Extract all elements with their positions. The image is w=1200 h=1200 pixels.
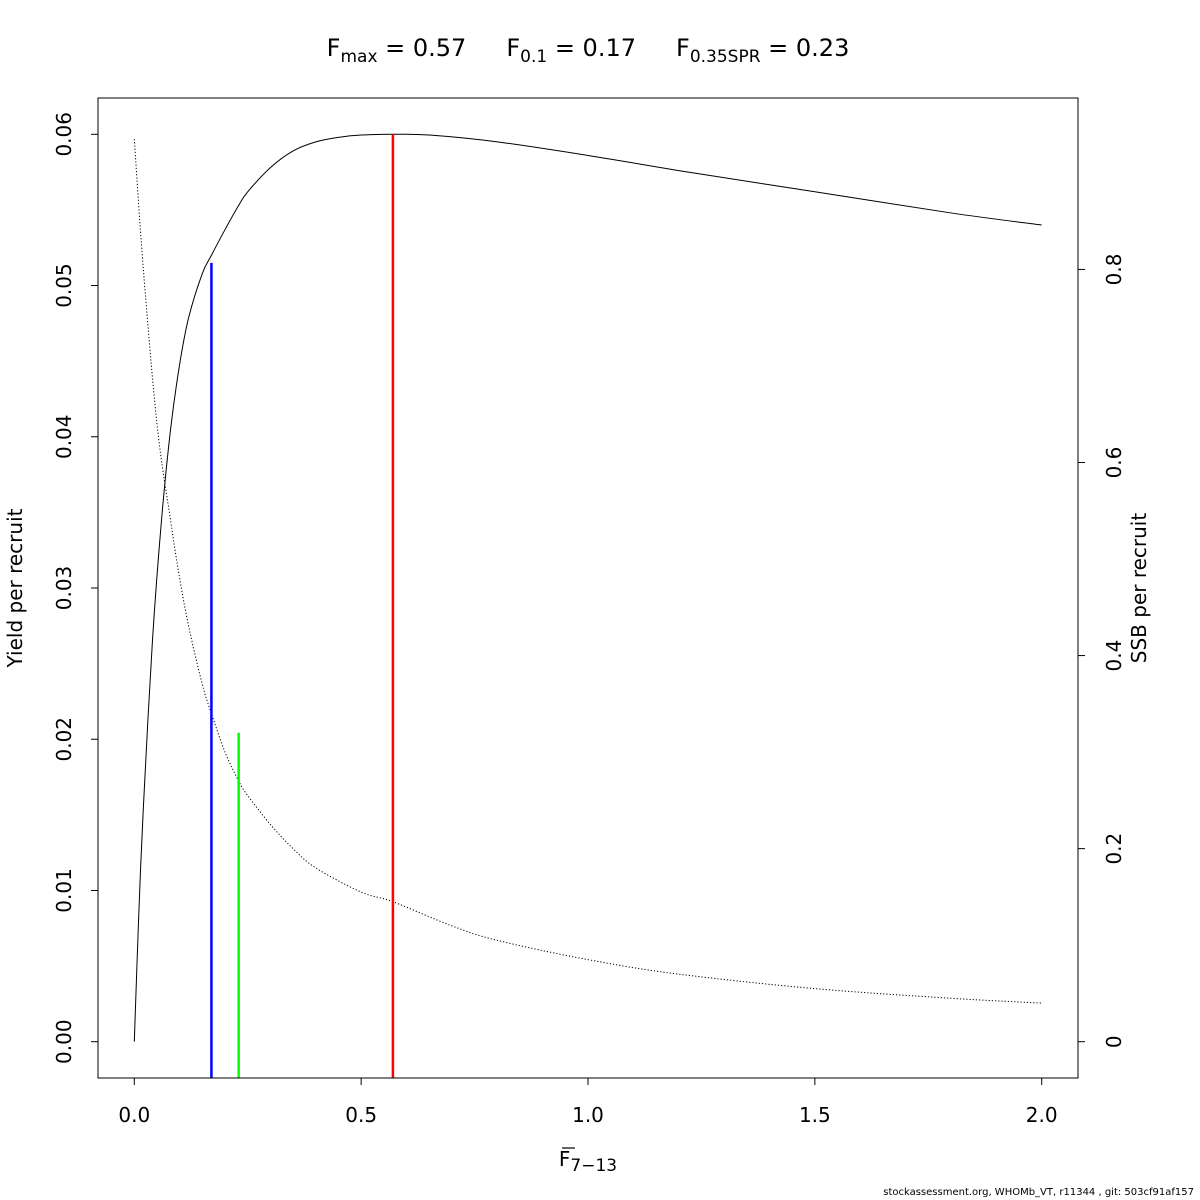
y-axis-left-label: Yield per recruit: [3, 508, 27, 668]
y-left-tick-label: 0.04: [52, 414, 76, 459]
title-symbol: F: [676, 34, 690, 62]
x-axis-label-text: F7−13: [559, 1147, 617, 1176]
y-left-tick-label: 0.05: [52, 263, 76, 308]
plot-frame: [97, 97, 1079, 1079]
series-group: [133, 133, 1042, 1042]
y-axis-left: 0.00 0.01 0.02 0.03 0.04 0.05 0.06: [52, 112, 99, 1064]
y-left-tick-label: 0.03: [52, 566, 76, 611]
title-subscript: max: [340, 47, 377, 67]
y-right-tick-label: 0.4: [1102, 640, 1126, 672]
title-symbol: F: [327, 34, 341, 62]
ssb-per-recruit-line: [133, 139, 1042, 1004]
x-axis: 0.0 0.5 1.0 1.5 2.0: [118, 1077, 1058, 1127]
footer-note: stockassessment.org, WHOMb_VT, r11344 , …: [883, 1187, 1194, 1198]
x-tick-label: 0.0: [118, 1103, 150, 1127]
y-right-tick-label: 0: [1102, 1035, 1126, 1048]
y-right-tick-label: 0.2: [1102, 833, 1126, 865]
x-tick-label: 1.0: [572, 1103, 604, 1127]
x-tick-label: 0.5: [345, 1103, 377, 1127]
x-label-symbol: F: [559, 1147, 571, 1171]
yield-per-recruit-line: [133, 133, 1042, 1042]
y-right-tick-label: 0.8: [1102, 254, 1126, 286]
y-axis-right-label: SSB per recruit: [1127, 513, 1151, 664]
title-subscript: 0.35SPR: [690, 47, 761, 67]
y-right-tick-label: 0.6: [1102, 447, 1126, 479]
title-value: = 0.23: [761, 34, 850, 62]
y-left-tick-label: 0.00: [52, 1019, 76, 1064]
title-subscript: 0.1: [520, 47, 547, 67]
x-axis-label: F7−13: [559, 1147, 617, 1176]
y-left-tick-label: 0.02: [52, 717, 76, 762]
title-symbol: F: [506, 34, 520, 62]
y-axis-right: 0 0.2 0.4 0.6 0.8: [1077, 254, 1126, 1048]
title-value: = 0.57: [378, 34, 467, 62]
title-value: = 0.17: [547, 34, 636, 62]
y-left-tick-label: 0.06: [52, 112, 76, 157]
y-left-tick-label: 0.01: [52, 868, 76, 913]
chart-title: Fmax = 0.57 F0.1 = 0.17 F0.35SPR = 0.23: [327, 34, 850, 67]
chart-title-text: Fmax = 0.57 F0.1 = 0.17 F0.35SPR = 0.23: [327, 34, 850, 67]
x-label-subscript: 7−13: [570, 1156, 617, 1176]
x-tick-label: 1.5: [799, 1103, 831, 1127]
reference-lines: [210, 134, 395, 1078]
x-tick-label: 2.0: [1026, 1103, 1058, 1127]
